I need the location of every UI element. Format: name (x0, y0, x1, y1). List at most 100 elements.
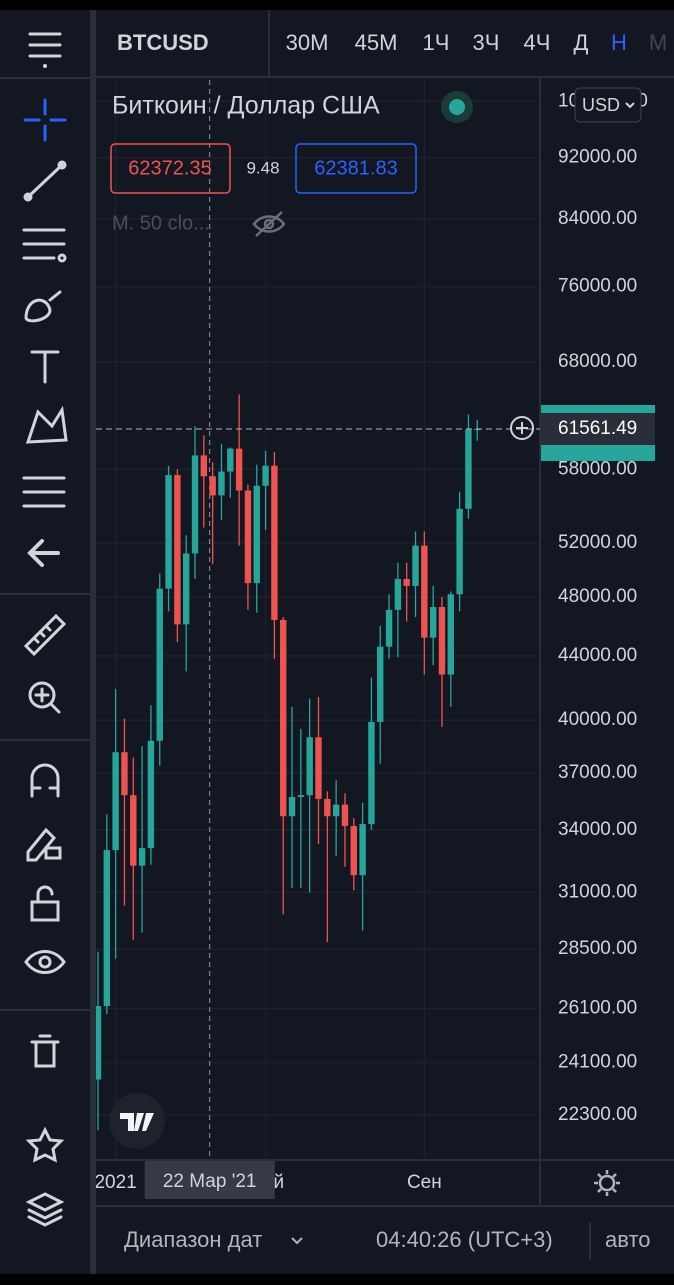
timeframe[interactable]: 30M (286, 30, 329, 55)
candle-body (429, 606, 437, 638)
y-tick-label: 22300.00 (558, 1104, 637, 1125)
y-tick-label: 58000.00 (558, 458, 637, 479)
toolbar-divider (90, 10, 96, 1274)
hide-indicator-icon[interactable] (252, 211, 286, 237)
candle-body (209, 476, 216, 496)
ruler-tool[interactable] (23, 613, 67, 657)
market-status-dot (449, 99, 465, 115)
candle-body (156, 588, 163, 741)
symbol[interactable]: BTCUSD (117, 30, 209, 55)
candle-body (130, 795, 137, 866)
add-alert-plus (516, 422, 528, 434)
buy-button[interactable] (295, 143, 417, 194)
candle-body (341, 804, 349, 827)
line-tool[interactable] (26, 163, 64, 199)
fib-tool[interactable] (22, 228, 66, 260)
candle-body (315, 737, 322, 799)
timeframes: 30M 45M 1Ч 3Ч 4Ч Д Н М (286, 30, 668, 55)
candle-body (244, 490, 252, 584)
menu-icon[interactable] (28, 32, 62, 58)
candle-body (280, 619, 287, 817)
candle-body (385, 609, 393, 647)
candle-body (421, 545, 428, 638)
visibility-tool[interactable] (24, 950, 66, 974)
scale-mode[interactable]: авто (605, 1227, 651, 1252)
top-bar (96, 10, 674, 76)
menu-dot (43, 64, 47, 68)
y-tick-label: 44000.00 (558, 645, 637, 666)
candle-body (200, 455, 208, 477)
currency-button[interactable] (574, 87, 642, 123)
forecast-tool[interactable] (22, 476, 66, 508)
currency-caret (625, 102, 635, 109)
lock-tool[interactable] (30, 900, 60, 922)
x-tick-label: 2021 (94, 1172, 136, 1193)
candle-body (447, 594, 454, 675)
candle-body (324, 798, 331, 817)
candle-body (368, 721, 375, 825)
candle-body (165, 475, 172, 589)
candle-body (262, 465, 269, 486)
candle-body (235, 448, 243, 491)
candle-body (191, 455, 199, 554)
sell-button[interactable] (110, 143, 231, 194)
candles (96, 394, 540, 1131)
candle-body (438, 606, 446, 675)
candle-body (465, 429, 472, 509)
last-price-box (541, 412, 655, 445)
magnet-tool[interactable] (30, 763, 60, 798)
settings[interactable] (594, 1170, 620, 1196)
timeframe[interactable]: Д (574, 30, 589, 55)
candle-body (121, 752, 128, 796)
candle-body (377, 646, 384, 722)
brush-tool[interactable] (24, 290, 62, 323)
indicator-label[interactable]: М. 50 clo... (112, 212, 210, 234)
candle-body (138, 848, 146, 866)
y-tick-label: 92000.00 (558, 147, 637, 168)
y-tick-label: 26100.00 (558, 998, 637, 1019)
timeframe[interactable]: 3Ч (473, 30, 500, 55)
y-tick-label: 84000.00 (558, 208, 637, 229)
crosshair-label-box (144, 1161, 275, 1199)
candle-body (297, 795, 305, 798)
favorites-tool[interactable] (25, 1126, 65, 1163)
timeframe[interactable]: 1Ч (423, 30, 450, 55)
timeframe[interactable]: 4Ч (524, 30, 551, 55)
back-icon[interactable] (27, 539, 60, 567)
timeframe[interactable]: 45M (355, 30, 398, 55)
y-tick-label: 52000.00 (558, 532, 637, 553)
clock[interactable]: 04:40:26 (UTC+3) (376, 1227, 553, 1252)
date-range[interactable]: Диапазон дат (124, 1227, 262, 1252)
candle-body (306, 737, 313, 796)
date-range-caret (291, 1237, 303, 1245)
timeframe[interactable]: М (649, 30, 667, 55)
y-tick-label: 68000.00 (558, 351, 637, 372)
candle-body (218, 471, 225, 496)
zoom-tool[interactable] (28, 681, 56, 709)
candle-body (359, 824, 366, 876)
last-price-label: 61561.49 (558, 418, 637, 439)
chart-title: Биткоин / Доллар США (112, 92, 380, 120)
currency: USD (582, 95, 620, 115)
timeframe[interactable]: Н (611, 30, 627, 55)
add-alert[interactable] (510, 416, 534, 440)
layers-tool[interactable] (25, 1192, 65, 1227)
crosshair-label: 22 Мар '21 (163, 1171, 257, 1192)
candle-body (112, 752, 119, 851)
crosshair-tool[interactable] (23, 98, 67, 142)
text-tool[interactable] (30, 350, 60, 384)
ask-price: 62381.83 (314, 157, 397, 179)
y-tick-label: 37000.00 (558, 762, 637, 783)
x-tick-label: Сен (407, 1172, 442, 1193)
spread: 9.48 (246, 158, 279, 177)
candle-body (147, 740, 155, 849)
candle-body (271, 465, 278, 620)
candle-body (103, 850, 111, 1007)
candle-body (227, 448, 234, 472)
candle-body (253, 485, 260, 584)
pattern-tool[interactable] (25, 405, 68, 444)
candle-body (183, 553, 190, 625)
delete-tool[interactable] (30, 1034, 60, 1068)
